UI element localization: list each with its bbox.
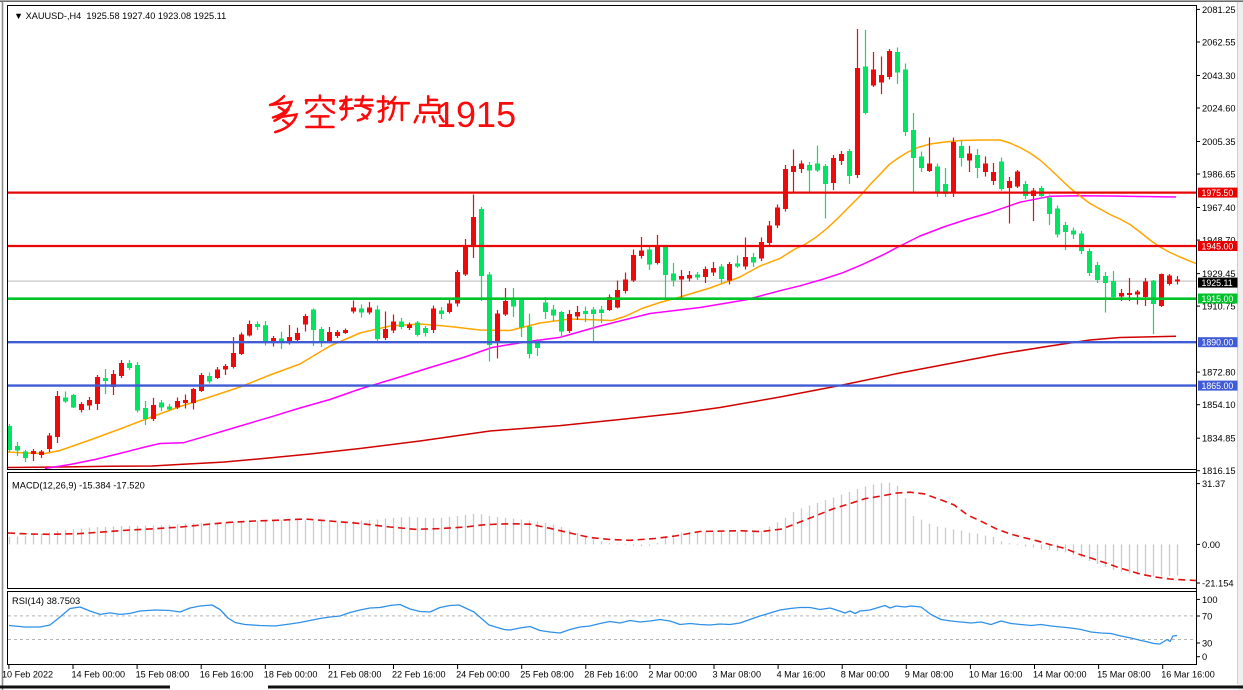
svg-text:18 Feb 00:00: 18 Feb 00:00 [264,670,318,680]
svg-text:24 Feb 00:00: 24 Feb 00:00 [456,670,510,680]
svg-text:1967.40: 1967.40 [1202,203,1236,213]
svg-text:28 Feb 16:00: 28 Feb 16:00 [584,670,638,680]
svg-text:1948.70: 1948.70 [1202,236,1236,246]
svg-text:1915.00: 1915.00 [1202,294,1234,304]
svg-text:15 Feb 08:00: 15 Feb 08:00 [136,670,190,680]
svg-text:3 Mar 08:00: 3 Mar 08:00 [713,670,762,680]
svg-text:14 Mar 00:00: 14 Mar 00:00 [1033,670,1087,680]
svg-text:1872.80: 1872.80 [1202,368,1236,378]
svg-text:70: 70 [1202,612,1212,622]
svg-text:8 Mar 00:00: 8 Mar 00:00 [841,670,890,680]
svg-text:1915: 1915 [436,94,516,135]
svg-text:10 Mar 16:00: 10 Mar 16:00 [969,670,1023,680]
svg-text:2005.35: 2005.35 [1202,137,1236,147]
svg-text:1816.15: 1816.15 [1202,466,1236,476]
svg-text:RSI(14) 38.7503: RSI(14) 38.7503 [12,596,80,606]
svg-text:1834.85: 1834.85 [1202,434,1236,444]
svg-text:1925.11: 1925.11 [1202,278,1233,288]
svg-text:2081.25: 2081.25 [1202,5,1236,15]
svg-text:4 Mar 16:00: 4 Mar 16:00 [777,670,826,680]
svg-text:16 Feb 16:00: 16 Feb 16:00 [200,670,254,680]
svg-text:25 Feb 08:00: 25 Feb 08:00 [520,670,574,680]
svg-text:15 Mar 08:00: 15 Mar 08:00 [1097,670,1151,680]
svg-text:0: 0 [1202,652,1207,662]
svg-text:1910.75: 1910.75 [1202,302,1236,312]
svg-text:22 Feb 16:00: 22 Feb 16:00 [392,670,446,680]
svg-text:10 Feb 2022: 10 Feb 2022 [2,670,53,680]
svg-text:1975.50: 1975.50 [1202,188,1234,198]
svg-text:2 Mar 00:00: 2 Mar 00:00 [648,670,697,680]
svg-text:2043.30: 2043.30 [1202,71,1236,81]
svg-text:14 Feb 00:00: 14 Feb 00:00 [72,670,126,680]
svg-text:30: 30 [1202,639,1212,649]
svg-text:21 Feb 08:00: 21 Feb 08:00 [328,670,382,680]
svg-text:2062.55: 2062.55 [1202,38,1236,48]
svg-text:0.00: 0.00 [1202,540,1220,550]
svg-text:1929.45: 1929.45 [1202,269,1236,279]
svg-text:1945.00: 1945.00 [1202,241,1234,251]
svg-text:1865.00: 1865.00 [1202,381,1234,391]
svg-text:31.37: 31.37 [1202,479,1225,489]
svg-text:1986.65: 1986.65 [1202,170,1236,180]
svg-text:1890.00: 1890.00 [1202,338,1234,348]
svg-text:MACD(12,26,9) -15.384 -17.520: MACD(12,26,9) -15.384 -17.520 [12,481,145,491]
svg-text:16 Mar 16:00: 16 Mar 16:00 [1161,670,1215,680]
svg-text:1854.10: 1854.10 [1202,400,1236,410]
svg-text:-21.154: -21.154 [1202,579,1234,589]
svg-text:9 Mar 08:00: 9 Mar 08:00 [905,670,954,680]
svg-text:▼ XAUUSD-,H4 1925.58 1927.40: ▼ XAUUSD-,H4 1925.58 1927.40 1923.08 192… [14,11,226,21]
svg-text:100: 100 [1202,595,1218,605]
svg-text:2024.60: 2024.60 [1202,104,1236,114]
